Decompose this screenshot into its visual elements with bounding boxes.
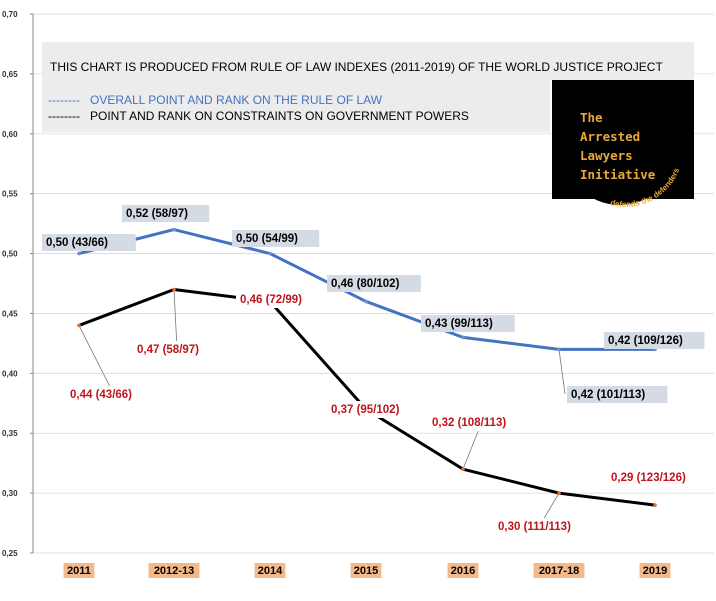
constraints-data-label: 0,47 (58/97)	[137, 344, 199, 356]
constraints-data-label-bg	[428, 414, 529, 431]
constraints-data-label-bg	[133, 341, 221, 358]
constraints-point	[653, 503, 657, 507]
header-legend-bg	[42, 80, 550, 132]
legend-constraints-dash: --------	[48, 109, 80, 123]
category-label-bg	[63, 563, 95, 578]
y-tick-label: 0,55	[2, 190, 18, 199]
overall-data-label: 0,42 (109/126)	[608, 335, 683, 347]
constraints-data-label: 0,29 (123/126)	[611, 472, 686, 484]
leader-line	[558, 349, 566, 395]
category-label-bg	[533, 563, 585, 578]
overall-data-label-bg	[232, 230, 320, 247]
overall-data-label-bg	[421, 315, 515, 332]
overall-point	[461, 335, 465, 340]
overall-point	[268, 251, 272, 256]
category-label: 2015	[354, 565, 378, 577]
header-title: THIS CHART IS PRODUCED FROM RULE OF LAW …	[50, 60, 663, 74]
overall-data-label-bg	[42, 234, 136, 251]
overall-point	[557, 347, 561, 352]
logo-line-2: Arrested	[580, 129, 640, 144]
header-title-bg	[42, 42, 694, 80]
overall-data-label: 0,52 (58/97)	[126, 208, 188, 220]
constraints-data-label-bg	[236, 291, 324, 308]
y-tick-label: 0,65	[2, 70, 18, 79]
series-lines	[77, 227, 657, 507]
header-box: THIS CHART IS PRODUCED FROM RULE OF LAW …	[42, 42, 694, 132]
leader-line	[543, 492, 560, 519]
overall-data-label: 0,50 (54/99)	[236, 233, 298, 245]
category-label: 2017-18	[539, 565, 579, 577]
category-label: 2019	[643, 565, 667, 577]
legend-overall-dash: --------	[48, 93, 80, 107]
constraints-point	[557, 491, 561, 495]
constraints-data-label: 0,46 (72/99)	[240, 294, 302, 306]
logo-line-4: Initiative	[580, 167, 656, 182]
category-label: 2011	[67, 565, 91, 577]
category-label: 2016	[451, 565, 475, 577]
category-label: 2014	[258, 565, 283, 577]
logo-line-3: Lawyers	[580, 148, 633, 163]
leader-line	[173, 289, 177, 342]
overall-data-label: 0,43 (99/113)	[425, 318, 493, 330]
constraints-point	[77, 323, 81, 328]
category-label-bg	[148, 563, 200, 578]
category-label-bg	[639, 563, 671, 578]
constraints-data-label: 0,37 (95/102)	[331, 404, 400, 416]
category-label: 2012-13	[154, 565, 194, 577]
y-tick-label: 0,35	[2, 429, 18, 438]
legend-overall-label: OVERALL POINT AND RANK ON THE RULE OF LA…	[90, 93, 383, 107]
logo-line-1: The	[580, 110, 603, 125]
constraints-data-label: 0,30 (111/113)	[498, 521, 571, 533]
constraints-data-label-bg	[607, 469, 708, 486]
constraints-point	[461, 467, 465, 471]
legend-constraints-label: POINT AND RANK ON CONSTRAINTS ON GOVERNM…	[90, 109, 469, 123]
y-tick-label: 0,45	[2, 309, 18, 318]
data-labels: 0,50 (43/66) 0,52 (58/97) 0,50 (54/99) 0,46…	[42, 205, 708, 535]
leader-line	[462, 430, 479, 470]
category-label-bg	[447, 563, 479, 578]
overall-point	[77, 251, 81, 256]
overall-point	[364, 299, 368, 304]
logo-circle	[562, 89, 678, 205]
overall-data-label-bg	[567, 386, 668, 403]
overall-data-label: 0,42 (101/113)	[571, 389, 645, 401]
category-label-bg	[254, 563, 286, 578]
overall-point	[172, 227, 176, 232]
overall-data-label-bg	[122, 205, 210, 222]
constraints-data-label: 0,44 (43/66)	[70, 389, 132, 401]
y-tick-label: 0,50	[2, 250, 18, 259]
y-tick-label: 0,70	[2, 10, 18, 19]
y-tick-label: 0,60	[2, 130, 18, 139]
overall-data-label: 0,46 (80/102)	[331, 278, 400, 290]
logo: The Arrested Lawyers Initiative defends …	[552, 80, 694, 209]
leader-line	[78, 325, 110, 387]
constraints-data-label-bg	[327, 401, 421, 418]
category-labels: 2011 2012-13 2014 2015 2016 2017-18 2019	[63, 563, 671, 578]
y-tick-labels: 0,25 0,30 0,35 0,40 0,45 0,50 0,55 0,60 0,65 0,70	[2, 10, 18, 558]
constraints-point	[172, 287, 176, 292]
constraints-data-label-bg	[66, 386, 154, 403]
overall-data-label-bg	[327, 275, 421, 292]
constraints-data-label-bg	[494, 518, 595, 535]
overall-data-label-bg	[604, 332, 705, 349]
overall-data-label: 0,50 (43/66)	[46, 237, 108, 249]
leader-lines	[78, 289, 566, 519]
category-label-bg	[350, 563, 382, 578]
y-tick-label: 0,25	[2, 549, 18, 558]
y-tick-label: 0,40	[2, 369, 18, 378]
constraints-data-label: 0,32 (108/113)	[432, 417, 506, 429]
y-tick-label: 0,30	[2, 489, 18, 498]
